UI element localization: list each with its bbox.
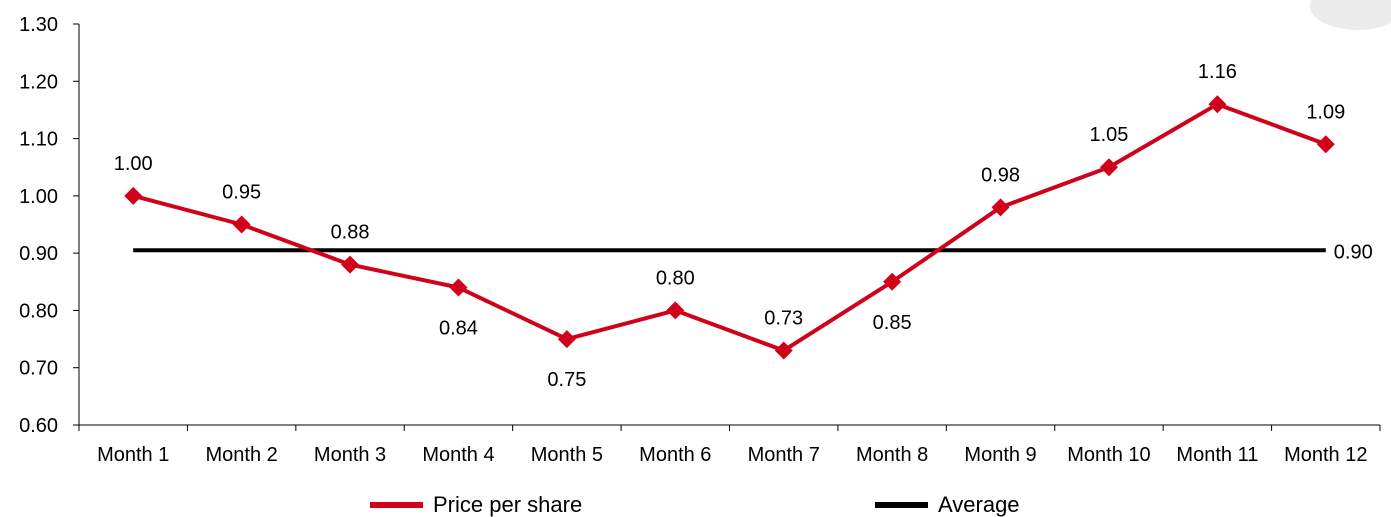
x-tick-label: Month 3 (314, 444, 386, 466)
legend-label: Average (938, 492, 1020, 517)
y-tick-label: 1.20 (19, 71, 58, 93)
x-tick-label: Month 12 (1284, 444, 1367, 466)
data-label: 0.75 (547, 369, 586, 391)
data-point-marker (124, 186, 143, 205)
x-tick-label: Month 9 (964, 444, 1036, 466)
legend: Price per share Average (370, 492, 1020, 517)
data-point-marker (991, 198, 1010, 217)
x-axis-ticks: Month 1 Month 2 Month 3 Month 4 Month 5 Month… (78, 425, 1381, 466)
data-point-marker (1208, 95, 1227, 114)
data-point-marker (232, 215, 251, 234)
data-label: 0.98 (981, 164, 1020, 186)
legend-entry-price-per-share: Price per share (370, 492, 582, 517)
data-point-marker (883, 272, 902, 291)
data-label: 1.00 (114, 153, 153, 175)
x-tick-label: Month 6 (639, 444, 711, 466)
y-tick-label: 0.60 (19, 415, 58, 437)
data-point-marker (341, 255, 360, 274)
data-label: 0.73 (764, 308, 803, 330)
x-tick-label: Month 5 (531, 444, 603, 466)
data-label: 1.05 (1089, 124, 1128, 146)
data-point-marker (449, 278, 468, 297)
data-label: 0.84 (439, 318, 478, 340)
data-labels: 0.90 1.00 0.95 0.88 0.84 0.75 0.80 0.73 0.85 0.98… (114, 61, 1373, 391)
data-label: 1.09 (1306, 101, 1345, 123)
x-tick-label: Month 10 (1067, 444, 1150, 466)
x-tick-label: Month 1 (97, 444, 169, 466)
y-tick-label: 0.70 (19, 358, 58, 380)
data-point-marker (1316, 135, 1335, 154)
data-label: 0.85 (873, 312, 912, 334)
x-tick-label: Month 7 (748, 444, 820, 466)
series-line-price-per-share (132, 102, 1327, 353)
y-tick-label: 0.80 (19, 300, 58, 322)
data-label: 0.80 (656, 267, 695, 289)
y-tick-label: 1.10 (19, 129, 58, 151)
series-layer (124, 95, 1335, 360)
x-tick-label: Month 8 (856, 444, 928, 466)
y-axis-ticks: 0.60 0.70 0.80 0.90 1.00 1.10 1.20 1.30 (19, 14, 79, 437)
data-point-marker (774, 341, 793, 360)
average-end-label: 0.90 (1334, 241, 1373, 263)
legend-label: Price per share (433, 492, 582, 517)
data-label: 0.88 (331, 222, 370, 244)
chart-axes (78, 24, 1380, 426)
x-tick-label: Month 11 (1176, 444, 1258, 466)
y-tick-label: 1.30 (19, 14, 58, 36)
data-point-marker (666, 301, 685, 320)
x-tick-label: Month 4 (422, 444, 494, 466)
data-label: 0.95 (222, 182, 261, 204)
data-label: 1.16 (1198, 61, 1237, 83)
y-tick-label: 0.90 (19, 243, 58, 265)
legend-entry-average: Average (875, 492, 1020, 517)
x-tick-label: Month 2 (205, 444, 277, 466)
y-tick-label: 1.00 (19, 186, 58, 208)
data-point-marker (1099, 158, 1118, 177)
data-point-marker (557, 330, 576, 349)
